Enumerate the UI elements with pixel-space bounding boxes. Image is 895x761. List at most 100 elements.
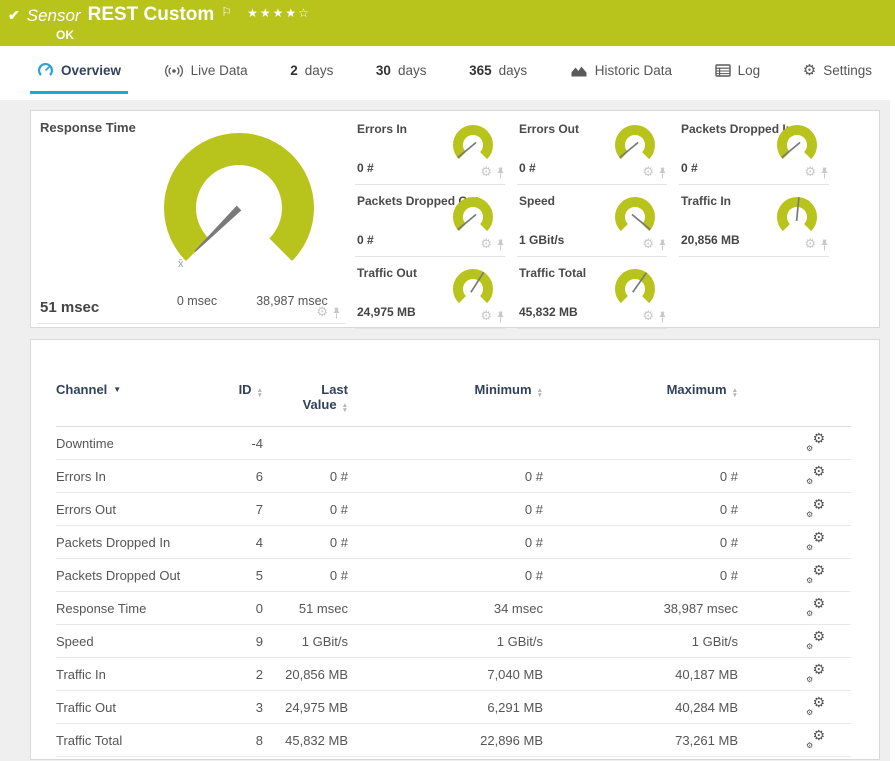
gauge-settings-icon[interactable]: ⚙ [642,237,654,252]
gauge-title: Errors Out [519,122,580,136]
table-header-row: Channel ▼ ID ▲ ▼ Last Value ▲ ▼ Minimum ▲ ▼ Max… [56,360,851,427]
channel-id: 4 [206,525,263,559]
edit-channel-icon[interactable]: ⚙ ⚙ [806,529,825,552]
page-content: Response Time x̄ 0 msec 38,987 msec 51 m… [0,100,895,760]
gauge-chart [615,125,655,160]
gauges-panel: Response Time x̄ 0 msec 38,987 msec 51 m… [30,110,880,329]
channel-table: Channel ▼ ID ▲ ▼ Last Value ▲ ▼ Minimum ▲ ▼ Max… [56,360,851,757]
tab-live-data[interactable]: Live Data [157,50,255,94]
channel-name: Traffic In [56,657,206,691]
channel-maximum: 0 # [543,525,738,559]
gauge-cell-traffic-total: Traffic Total 45,832 MB ⚙ [517,257,667,329]
pin-icon[interactable] [658,311,667,323]
column-header-last-value[interactable]: Last Value ▲ ▼ [263,360,348,427]
gauge-settings-icon[interactable]: ⚙ [804,237,816,252]
gauge-cell-traffic-in: Traffic In 20,856 MB ⚙ [679,185,829,257]
sensor-header: ✔ Sensor REST Custom ⚐ ★★★★☆ OK [0,0,895,46]
edit-channel-icon[interactable]: ⚙ ⚙ [806,628,825,651]
tab-bar: Overview Live Data 2 days 30 days 365 da… [0,46,895,100]
gauge-settings-icon[interactable]: ⚙ [642,309,654,324]
gauge-chart [615,197,655,232]
column-header-actions [738,360,851,427]
edit-channel-icon[interactable]: ⚙ ⚙ [806,496,825,519]
channel-last-value: 0 # [263,525,348,559]
sensor-kind-label: Sensor [26,6,81,25]
channel-id: 7 [206,492,263,526]
gauge-settings-icon[interactable]: ⚙ [642,165,654,180]
gauge-cell-speed: Speed 1 GBit/s ⚙ [517,185,667,257]
channel-maximum [543,426,738,460]
tab-365-days[interactable]: 365 days [469,63,528,78]
channel-minimum: 34 msec [348,591,543,625]
edit-channel-icon[interactable]: ⚙ ⚙ [806,727,825,750]
column-header-id[interactable]: ID ▲ ▼ [206,360,263,427]
channel-minimum: 1 GBit/s [348,624,543,658]
channel-minimum: 22,896 MB [348,723,543,757]
edit-channel-icon[interactable]: ⚙ ⚙ [806,562,825,585]
column-header-maximum[interactable]: Maximum ▲ ▼ [543,360,738,427]
channel-id: 8 [206,723,263,757]
priority-flag-icon[interactable]: ⚐ [221,5,233,19]
channel-last-value: 20,856 MB [263,657,348,691]
pin-icon[interactable] [496,311,505,323]
gauge-settings-icon[interactable]: ⚙ [480,309,492,324]
table-row: Response Time 0 51 msec 34 msec 38,987 m… [56,591,851,625]
column-header-channel[interactable]: Channel ▼ [56,360,206,427]
tab-settings[interactable]: ⚙ Settings [802,61,872,79]
channel-id: 2 [206,657,263,691]
gauge-value: 20,856 MB [681,233,740,247]
pin-icon[interactable] [658,239,667,251]
channel-name: Speed [56,624,206,658]
tab-log[interactable]: Log [708,50,768,94]
edit-channel-icon[interactable]: ⚙ ⚙ [806,463,825,486]
gauge-cell-empty [679,257,829,329]
edit-channel-icon[interactable]: ⚙ ⚙ [806,430,825,453]
gauge-chart [777,125,817,160]
pin-icon[interactable] [820,239,829,251]
channel-name: Packets Dropped Out [56,558,206,592]
channel-maximum: 0 # [543,558,738,592]
channel-id: 6 [206,459,263,493]
area-chart-icon [570,64,588,78]
pin-icon[interactable] [820,167,829,179]
table-row: Traffic Total 8 45,832 MB 22,896 MB 73,2… [56,723,851,757]
gauge-settings-icon[interactable]: ⚙ [480,237,492,252]
small-gauges-grid: Errors In 0 # ⚙ Errors Out 0 # [345,111,879,329]
channel-maximum: 38,987 msec [543,591,738,625]
live-broadcast-icon [164,64,184,78]
gauge-value: 0 # [357,161,374,175]
priority-stars[interactable]: ★★★★☆ [247,6,311,20]
gauge-settings-icon[interactable]: ⚙ [316,305,328,320]
gauge-min-label: 0 msec [176,294,218,308]
pin-icon[interactable] [496,167,505,179]
edit-channel-icon[interactable]: ⚙ ⚙ [806,661,825,684]
tab-30-days[interactable]: 30 days [375,63,427,78]
channel-minimum: 6,291 MB [348,690,543,724]
pin-icon[interactable] [332,307,341,319]
channel-last-value: 0 # [263,492,348,526]
tab-overview[interactable]: Overview [30,50,129,94]
channel-maximum: 40,187 MB [543,657,738,691]
gauge-settings-icon[interactable]: ⚙ [804,165,816,180]
channel-id: 3 [206,690,263,724]
pin-icon[interactable] [658,167,667,179]
table-row: Packets Dropped In 4 0 # 0 # 0 # ⚙ ⚙ [56,525,851,559]
gauge-cell-errors-in: Errors In 0 # ⚙ [355,113,505,185]
channel-id: 5 [206,558,263,592]
column-header-minimum[interactable]: Minimum ▲ ▼ [348,360,543,427]
channel-maximum: 0 # [543,492,738,526]
scrollbar-track[interactable] [890,46,895,761]
tab-2-days[interactable]: 2 days [290,63,334,78]
pin-icon[interactable] [496,239,505,251]
edit-channel-icon[interactable]: ⚙ ⚙ [806,694,825,717]
gauge-title: Traffic Out [357,266,418,280]
response-time-gauge-cell: Response Time x̄ 0 msec 38,987 msec 51 m… [37,111,345,324]
gauge-settings-icon[interactable]: ⚙ [480,165,492,180]
channel-minimum: 0 # [348,558,543,592]
gauge-title: Traffic Total [519,266,587,280]
sort-icon: ▲ ▼ [536,387,543,399]
edit-channel-icon[interactable]: ⚙ ⚙ [806,595,825,618]
gauge-value: 0 # [519,161,536,175]
tab-historic-data[interactable]: Historic Data [563,50,679,94]
channel-maximum: 40,284 MB [543,690,738,724]
